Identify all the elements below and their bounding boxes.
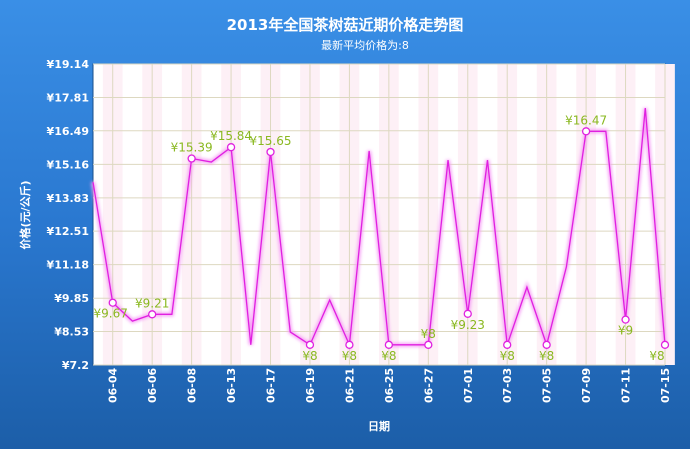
data-point [226,143,236,152]
y-tick-label: ¥9.85 [54,292,89,305]
data-point [266,147,275,157]
y-tick-label: ¥19.14 [47,58,90,71]
x-tick-label: 07-05 [541,368,554,403]
data-label: ¥8 [381,349,396,363]
data-point [148,310,157,319]
data-label: ¥15.39 [171,141,213,155]
data-label: ¥8 [539,349,554,363]
series-line [92,108,666,348]
data-label: ¥16.47 [565,113,607,127]
data-point [424,340,433,349]
data-point [187,154,196,163]
data-point [542,340,551,349]
x-tick-label: 07-01 [462,368,475,403]
chart-title: 2013年全国茶树菇近期价格走势图 [227,16,464,34]
data-label: ¥9.23 [451,318,485,332]
x-tick-label: 06-13 [225,368,238,403]
data-point [384,340,394,349]
data-point [581,127,591,136]
x-tick-label: 07-11 [620,368,633,403]
x-tick-label: 06-25 [383,368,396,403]
x-tick-label: 06-19 [304,368,317,403]
data-point [621,315,630,324]
y-tick-label: ¥16.49 [47,125,89,138]
data-point [463,309,472,318]
x-tick-label: 06-08 [186,368,199,403]
x-tick-label: 06-17 [265,368,278,403]
data-label: ¥8 [500,349,515,363]
y-tick-label: ¥12.51 [47,225,89,238]
data-point [305,340,315,349]
y-tick-label: ¥8.53 [54,325,89,338]
y-tick-label: ¥17.81 [47,92,89,105]
y-axis-label: 价格(元/公斤) [18,180,32,249]
data-label: ¥9.67 [94,307,128,321]
y-tick-label: ¥15.16 [47,158,90,171]
data-label: ¥9 [618,324,633,338]
x-tick-label: 07-09 [580,368,593,403]
data-point [660,340,670,349]
x-axis-label: 日期 [368,419,390,433]
x-tick-label: 06-06 [146,367,159,403]
x-tick-label: 07-15 [659,368,672,403]
y-tick-label: ¥11.18 [47,259,89,272]
x-tick-label: 06-04 [107,367,120,403]
data-point [345,340,354,349]
data-point [108,298,117,307]
y-tick-label: ¥13.83 [47,192,89,205]
data-point [503,340,512,349]
y-tick-label: ¥7.2 [62,359,89,372]
data-label: ¥8 [342,349,357,363]
data-label: ¥15.65 [250,134,292,148]
x-tick-label: 06-27 [422,368,435,403]
data-label: ¥8 [649,349,664,363]
x-tick-label: 07-03 [501,368,514,403]
x-tick-label: 06-21 [343,368,356,403]
data-label: ¥15.84 [210,129,252,143]
data-label: ¥8 [421,327,436,341]
chart-subtitle: 最新平均价格为:8 [321,38,409,52]
data-label: ¥9.21 [135,296,169,310]
data-label: ¥8 [302,349,317,363]
